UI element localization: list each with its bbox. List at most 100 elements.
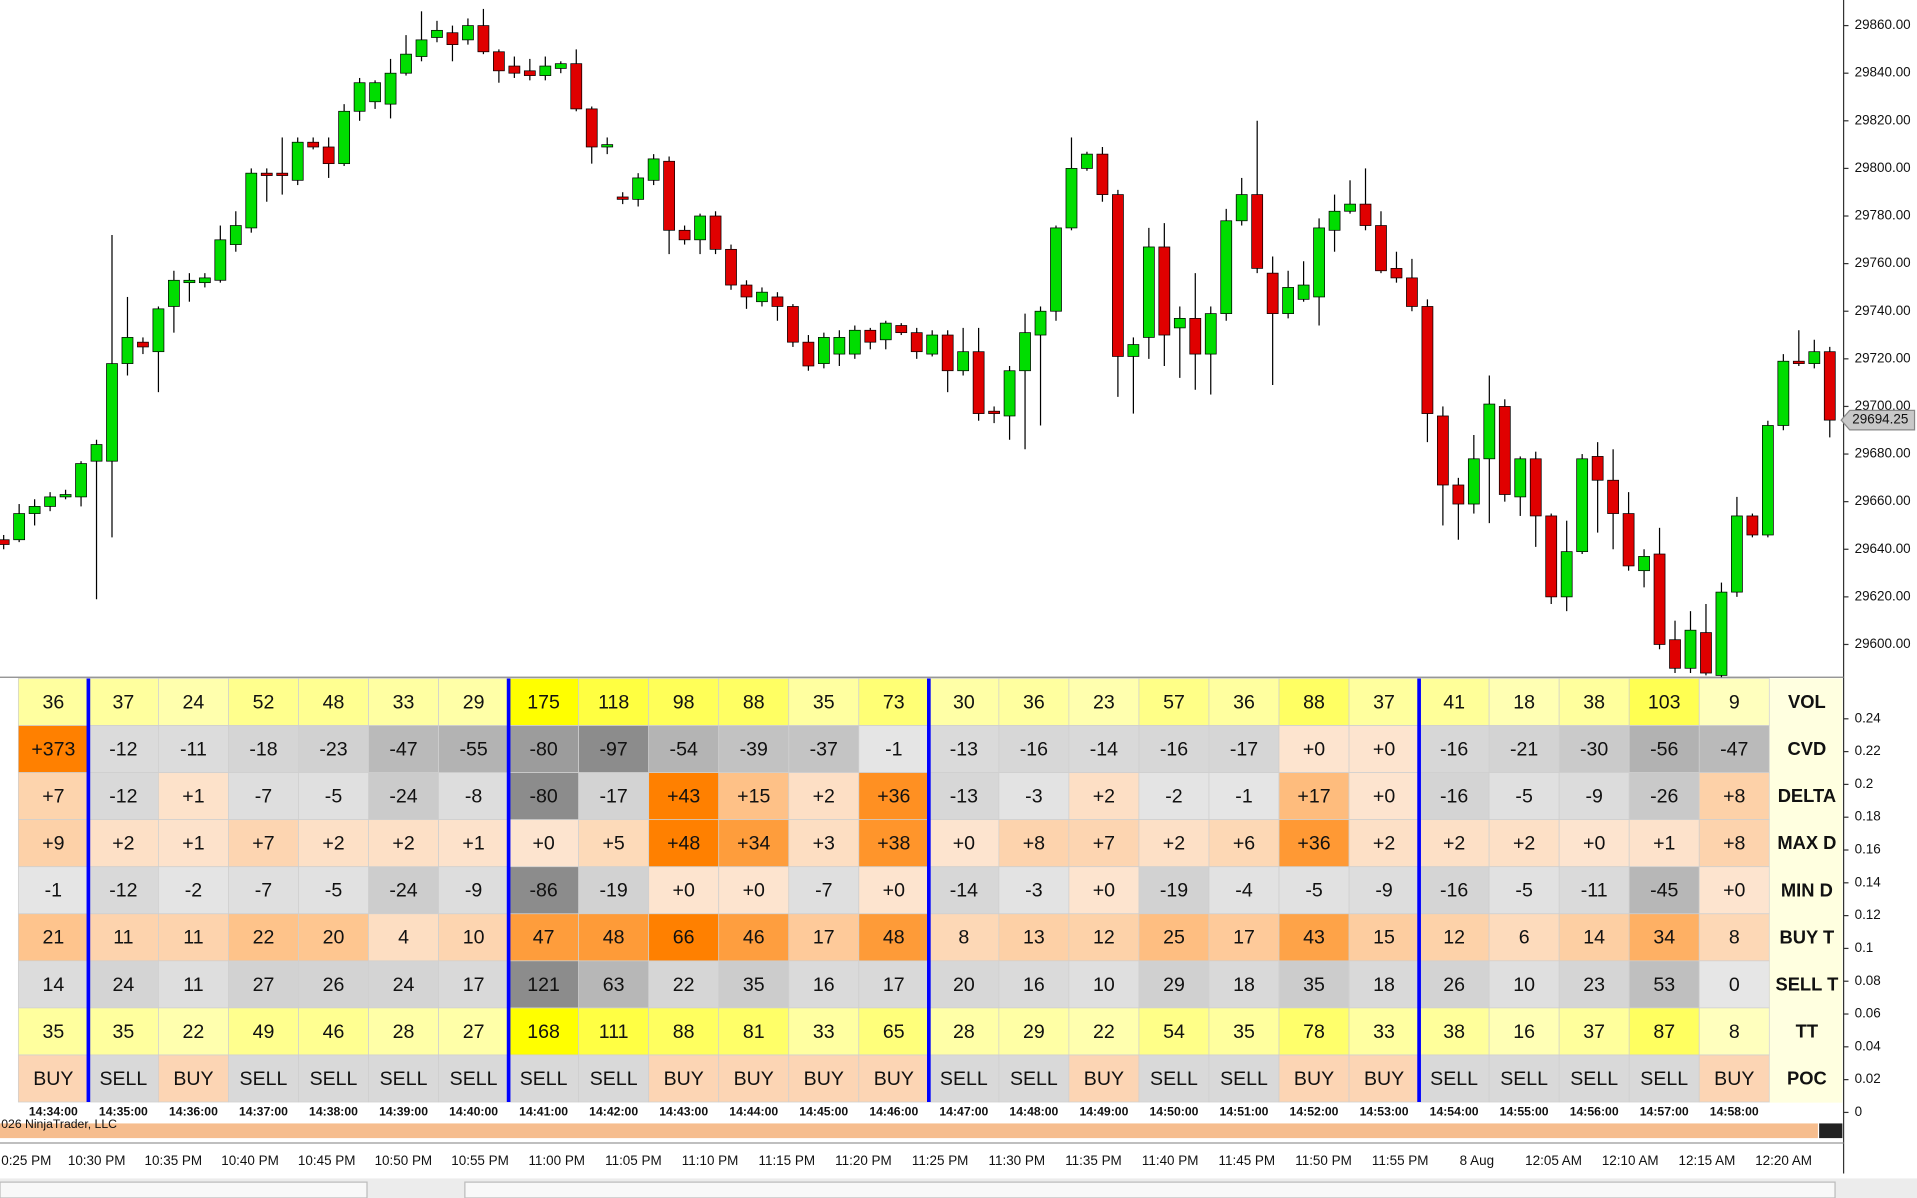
candle-body — [152, 308, 165, 353]
candle-body — [168, 279, 180, 307]
table-cell — [17, 819, 89, 868]
cell-value: 57 — [1163, 691, 1185, 713]
cell-value: 6 — [1519, 927, 1530, 949]
candle-body — [1638, 556, 1650, 572]
cell-value: +9 — [42, 833, 64, 855]
cell-value: +38 — [877, 833, 910, 855]
candle-body — [75, 463, 87, 498]
table-cell — [508, 772, 580, 821]
scrollbar-thumb[interactable] — [464, 1181, 1836, 1198]
cell-value: 14 — [42, 974, 64, 996]
table-cell — [228, 913, 299, 962]
time-axis-label: 10:30 PM — [68, 1153, 126, 1168]
column-time: 14:44:00 — [729, 1105, 778, 1119]
table-cell — [928, 866, 1000, 915]
copyright: 026 NinjaTrader, LLC — [1, 1117, 117, 1131]
cell-value: 73 — [883, 691, 905, 713]
row-label: TT — [1796, 1021, 1818, 1042]
cell-value: 35 — [1233, 1021, 1255, 1043]
cell-value: BUY — [734, 1068, 774, 1090]
cell-value: 28 — [953, 1021, 975, 1043]
candle-body — [1653, 553, 1666, 645]
time-axis-label: 11:45 PM — [1219, 1153, 1276, 1168]
candle-body — [957, 351, 970, 372]
candle-body — [678, 229, 691, 241]
indicator-tick-label: 0.04 — [1855, 1038, 1882, 1053]
candle-body — [369, 82, 381, 103]
table-cell — [17, 913, 89, 962]
table-cell — [858, 866, 930, 915]
cell-value: BUY — [1294, 1068, 1334, 1090]
table-cell — [438, 819, 509, 868]
candle-body — [1715, 591, 1728, 676]
cell-value: +2 — [392, 833, 414, 855]
overlay: 29600.00 29620.00 29640.00 29660.00 29680.00… — [1, 17, 1916, 1168]
column-time: 14:48:00 — [1009, 1105, 1058, 1119]
table-cell — [368, 678, 439, 726]
candle-body — [44, 496, 56, 507]
candle-body — [833, 337, 846, 355]
table-cell — [1068, 1054, 1140, 1103]
table-cell — [1628, 960, 1700, 1009]
cell-value: 103 — [1648, 691, 1681, 713]
candle-body — [59, 494, 72, 498]
cell-value: SELL — [590, 1068, 638, 1090]
row-label: VOL — [1788, 691, 1826, 712]
candle-body — [1065, 168, 1078, 229]
candle-body — [1421, 306, 1434, 414]
cell-value: 87 — [1653, 1021, 1675, 1043]
table-cell — [578, 1054, 650, 1103]
cell-value: -26 — [1650, 786, 1678, 808]
cell-value: SELL — [1010, 1068, 1058, 1090]
candle-body — [1390, 268, 1403, 279]
cell-value: -9 — [1585, 786, 1602, 808]
table-cell — [1488, 866, 1560, 915]
table-cell — [1628, 819, 1700, 868]
cell-value: +2 — [1163, 833, 1185, 855]
cell-value: -1 — [885, 738, 902, 760]
table-cell — [1488, 960, 1560, 1009]
cell-value: 8 — [958, 927, 969, 949]
cell-value: -39 — [740, 738, 768, 760]
candle-body — [1808, 351, 1821, 364]
cell-value: -24 — [389, 786, 417, 808]
table-cell — [438, 725, 509, 773]
row-label: SELL T — [1775, 973, 1838, 994]
time-axis-label: 8 Aug — [1460, 1153, 1494, 1168]
cell-value: +8 — [1723, 833, 1745, 855]
cell-value: +34 — [737, 833, 770, 855]
candle-body — [1746, 515, 1759, 536]
table-cell — [1628, 678, 1700, 726]
cell-value: 53 — [1653, 974, 1675, 996]
column-time: 14:45:00 — [799, 1105, 848, 1119]
candle-body — [1328, 210, 1341, 231]
table-cell — [1348, 960, 1420, 1009]
table-cell — [1278, 960, 1350, 1009]
candle-body — [400, 53, 412, 74]
table-cell — [1208, 866, 1280, 915]
price-tick-label: 29820.00 — [1855, 112, 1911, 127]
price-tick-label: 29600.00 — [1855, 636, 1911, 651]
table-cell — [998, 819, 1070, 868]
table-cell — [508, 678, 580, 726]
cell-value: -11 — [1581, 880, 1608, 902]
cell-value: -5 — [1515, 880, 1533, 902]
candle-body — [1297, 284, 1310, 300]
table-cell — [718, 866, 790, 915]
cell-value: 11 — [183, 974, 203, 996]
cell-value: 17 — [883, 974, 905, 996]
candle-body — [1050, 227, 1062, 312]
cell-value: 65 — [883, 1021, 905, 1043]
time-axis-label: 11:15 PM — [758, 1153, 815, 1168]
candle-body — [214, 239, 227, 281]
cell-value: 66 — [673, 927, 695, 949]
table-cell — [718, 725, 790, 773]
table-cell — [298, 772, 369, 821]
table-cell — [1348, 819, 1420, 868]
candle-body — [1127, 344, 1140, 357]
table-cell — [788, 678, 860, 726]
candle-body — [493, 51, 505, 72]
candle-body — [1313, 227, 1325, 298]
scrollbar-left[interactable] — [0, 1181, 368, 1198]
table-cell — [858, 819, 930, 868]
